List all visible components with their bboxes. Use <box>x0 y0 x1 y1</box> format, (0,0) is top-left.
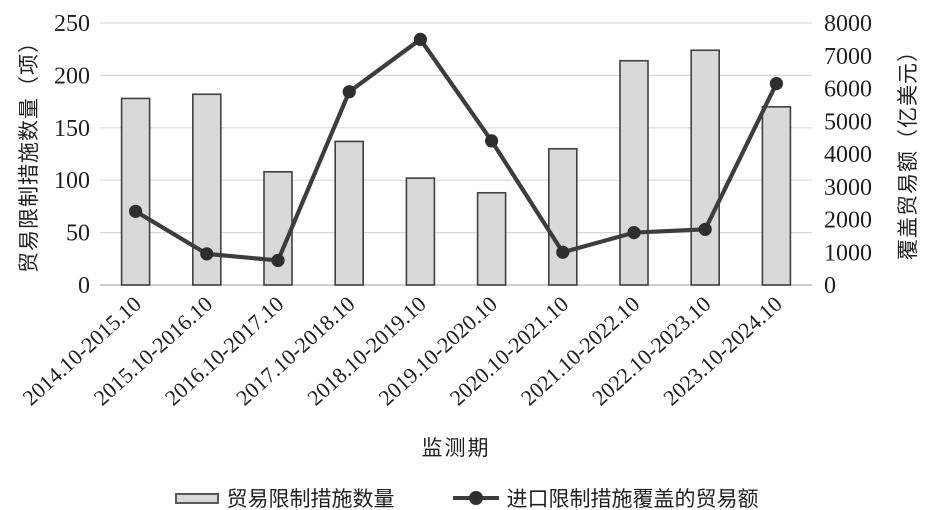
data-point-marker <box>342 85 356 99</box>
left-axis-tick-label: 100 <box>54 168 90 194</box>
right-axis-tick-label: 5000 <box>824 109 872 135</box>
bar <box>405 177 436 286</box>
line-swatch-icon <box>452 491 499 505</box>
right-axis-tick-label: 1000 <box>824 240 872 266</box>
trade-value-line <box>133 37 779 263</box>
right-axis-tick-label: 2000 <box>824 208 872 234</box>
right-axis-tick-label: 4000 <box>824 142 872 168</box>
right-axis-title: 覆盖贸易额（亿美元） <box>896 40 920 260</box>
legend-item-bars: 贸易限制措施数量 <box>174 483 395 510</box>
right-axis-tick-label: 8000 <box>824 11 872 37</box>
left-axis-title: 贸易限制措施数量（项） <box>17 31 41 273</box>
data-point-marker <box>271 253 285 268</box>
right-axis-tick-label: 0 <box>824 273 836 299</box>
left-axis-tick-label: 0 <box>78 273 90 299</box>
right-axis-tick-label: 7000 <box>824 44 872 70</box>
right-axis-tick-label: 3000 <box>824 175 872 201</box>
right-axis-tick-label: 6000 <box>824 77 872 103</box>
bar <box>476 191 507 286</box>
legend-label-bars: 贸易限制措施数量 <box>226 487 395 510</box>
data-point-marker <box>556 245 570 259</box>
bar <box>761 106 792 286</box>
left-axis-tick-label: 50 <box>66 221 90 247</box>
legend-item-line: 进口限制措施覆盖的贸易额 <box>452 483 759 510</box>
data-point-marker <box>413 32 427 46</box>
legend: 贸易限制措施数量 进口限制措施覆盖的贸易额 <box>0 483 933 510</box>
line-marker-icon <box>468 491 483 505</box>
left-axis-tick-label: 150 <box>54 116 90 142</box>
data-point-marker <box>698 222 712 236</box>
bar-swatch-icon <box>174 492 219 504</box>
data-point-marker <box>200 247 214 261</box>
bar <box>547 147 578 286</box>
x-axis-title: 监测期 <box>421 436 491 460</box>
bar <box>619 59 649 286</box>
bar <box>120 97 151 286</box>
bar <box>690 49 721 286</box>
legend-label-line: 进口限制措施覆盖的贸易额 <box>506 487 759 510</box>
data-point-marker <box>129 204 143 218</box>
data-point-marker <box>769 76 784 91</box>
data-point-marker <box>627 226 641 240</box>
left-axis-tick-label: 250 <box>54 11 90 37</box>
x-axis-category-label: 2014.10-2015.10 <box>18 291 146 410</box>
data-point-marker <box>485 134 499 148</box>
bar <box>263 171 293 286</box>
left-axis-tick-label: 200 <box>54 63 90 89</box>
bar <box>334 140 365 286</box>
